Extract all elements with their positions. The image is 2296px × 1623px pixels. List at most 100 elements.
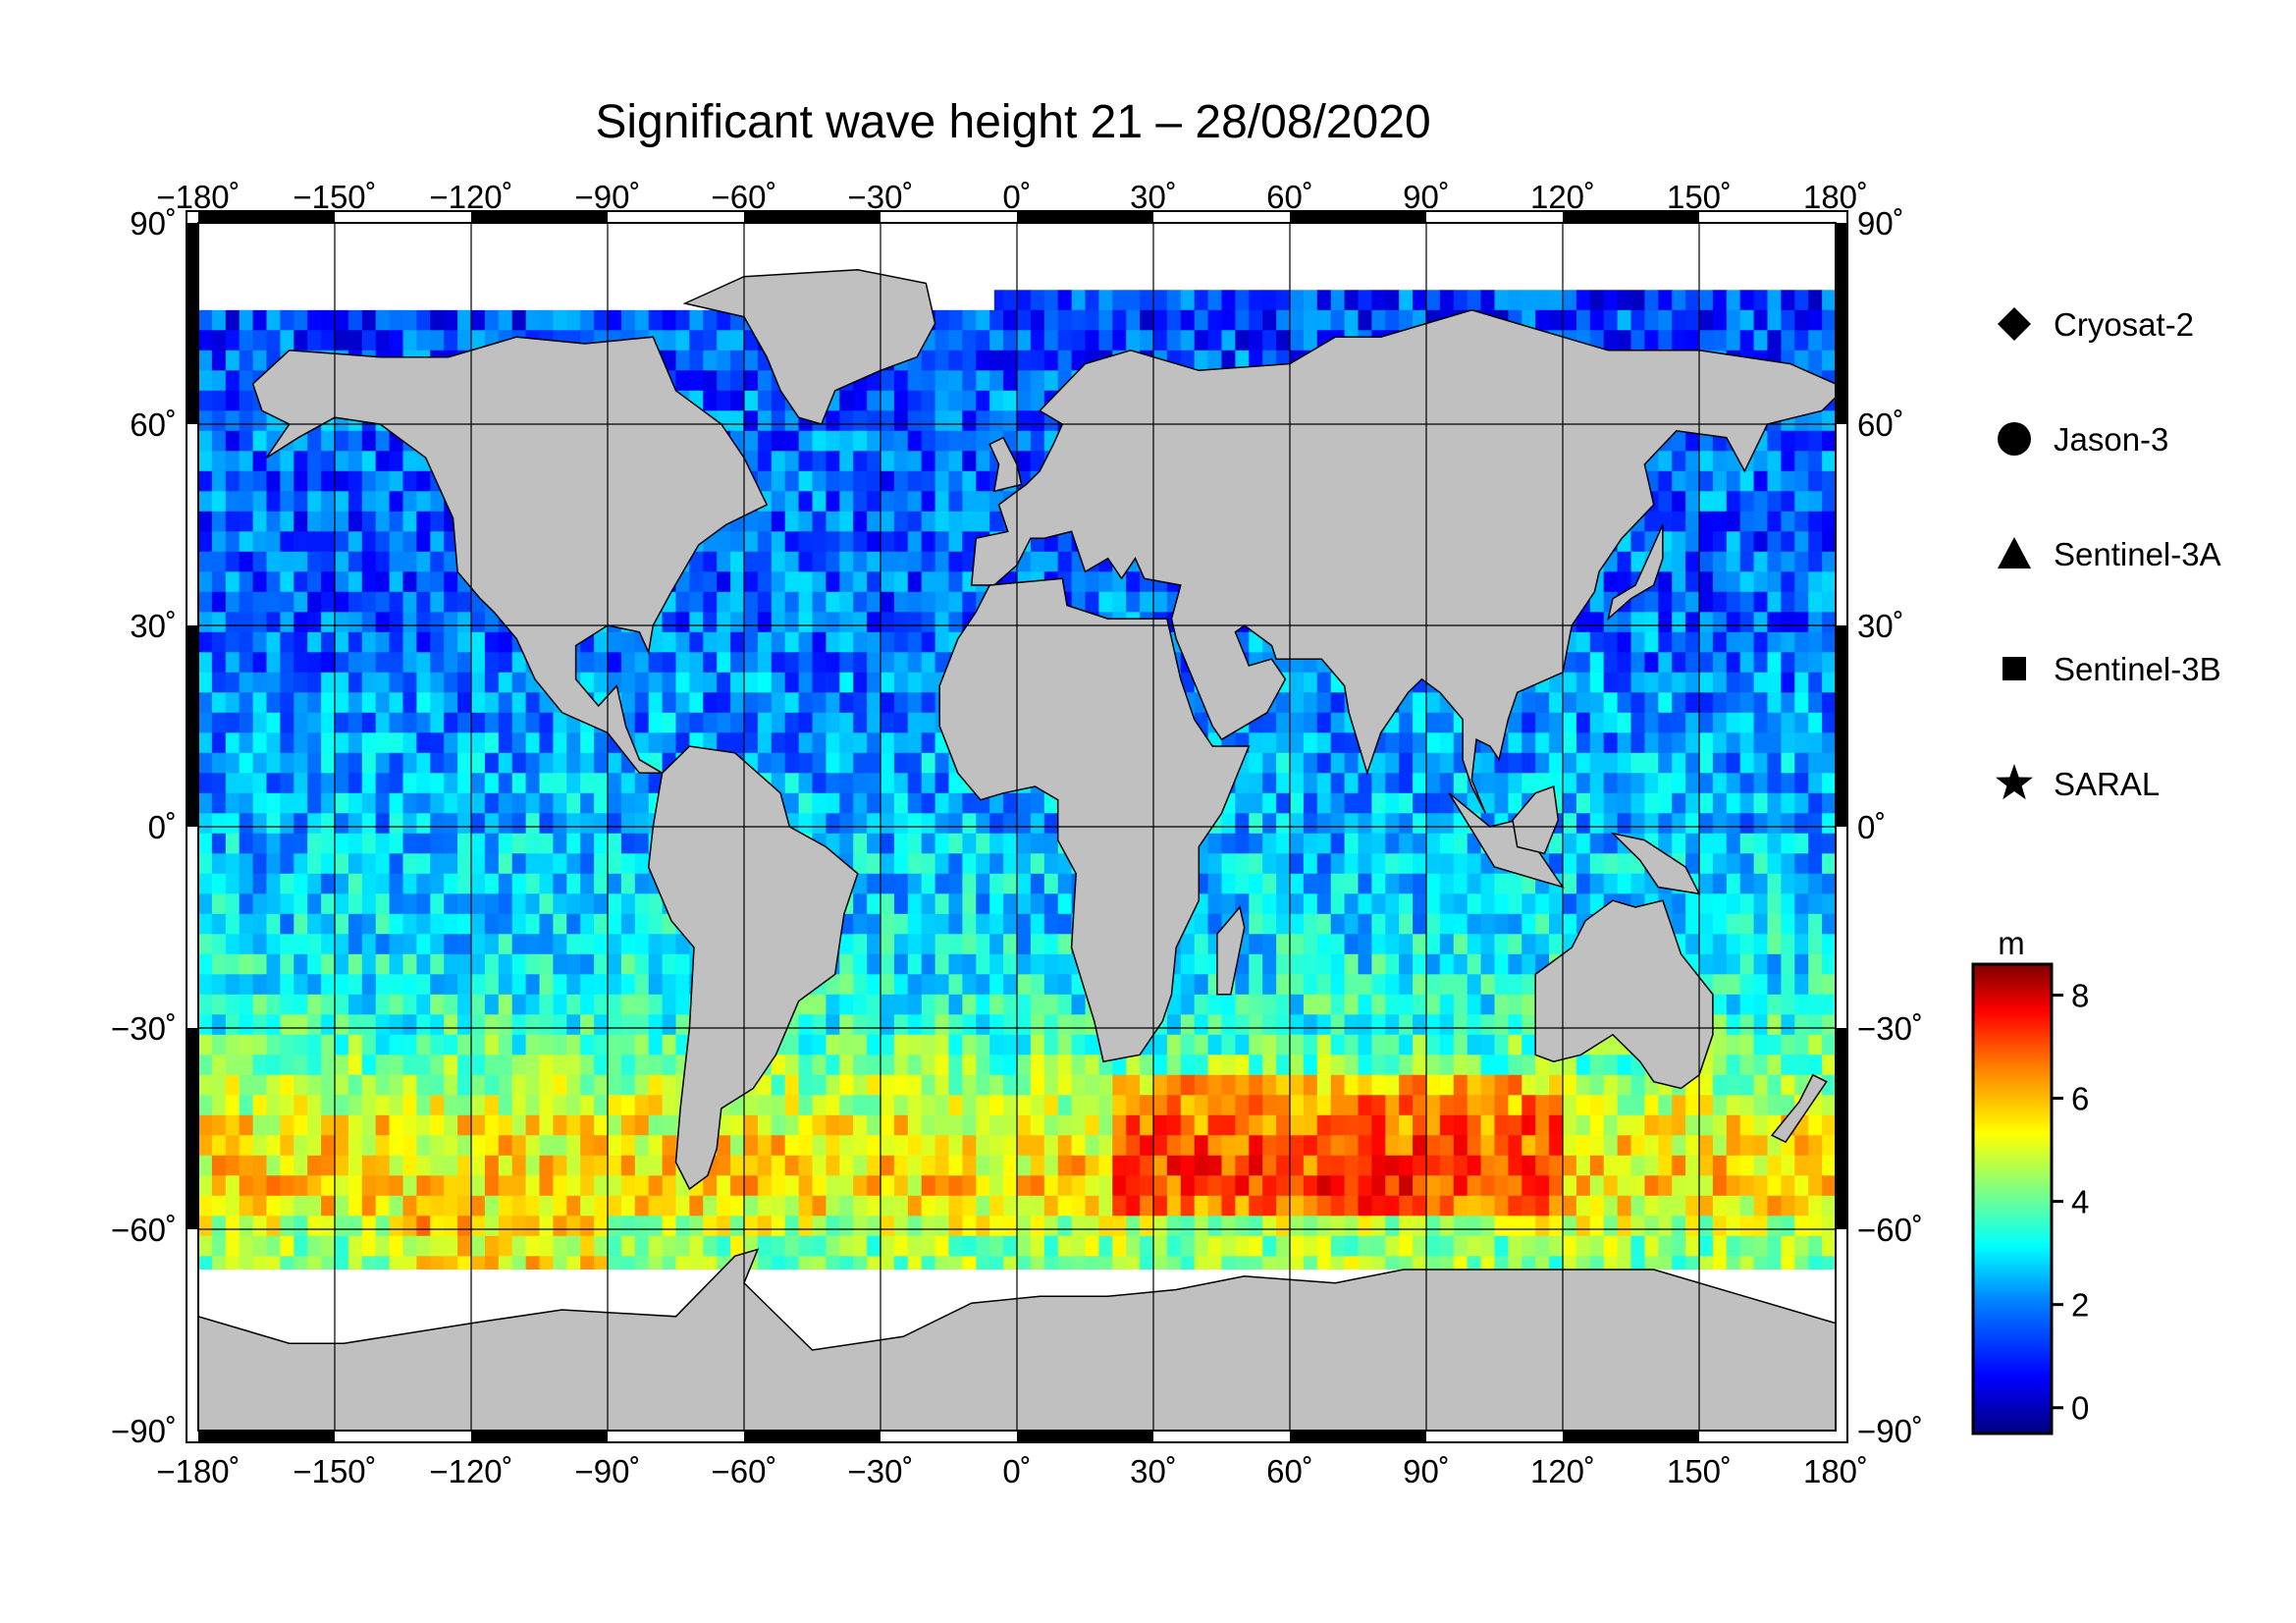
- wave-height-cell: [881, 631, 895, 653]
- wave-height-cell: [457, 591, 472, 613]
- wave-height-cell: [1358, 913, 1372, 935]
- wave-height-cell: [1508, 290, 1522, 311]
- wave-height-cell: [907, 873, 923, 894]
- wave-height-cell: [812, 511, 827, 532]
- wave-height-cell: [1672, 712, 1686, 733]
- wave-height-cell: [402, 813, 417, 835]
- wave-height-cell: [335, 430, 349, 452]
- wave-height-cell: [976, 350, 990, 371]
- wave-height-cell: [620, 853, 636, 875]
- wave-height-cell: [1221, 290, 1236, 311]
- wave-height-cell: [416, 612, 431, 633]
- wave-height-cell: [812, 430, 827, 452]
- wave-height-cell: [1085, 290, 1099, 311]
- wave-height-cell: [1589, 792, 1605, 814]
- wave-height-cell: [444, 672, 458, 693]
- wave-height-cell: [389, 752, 404, 774]
- wave-height-cell: [1085, 571, 1099, 593]
- wave-height-cell: [198, 813, 213, 835]
- wave-height-cell: [1822, 290, 1836, 311]
- wave-height-cell: [867, 571, 881, 593]
- wave-height-cell: [566, 732, 581, 754]
- wave-height-cell: [1017, 873, 1032, 894]
- wave-height-cell: [511, 833, 527, 854]
- wave-height-cell: [1262, 833, 1277, 854]
- wave-height-cell: [1303, 1055, 1318, 1076]
- wave-height-cell: [457, 893, 472, 915]
- wave-height-cell: [225, 1074, 240, 1096]
- wave-height-cell: [1207, 1114, 1223, 1136]
- wave-height-cell: [444, 853, 458, 875]
- wave-height-cell: [471, 953, 486, 975]
- wave-height-cell: [634, 934, 650, 955]
- wave-height-cell: [867, 1074, 881, 1096]
- wave-height-cell: [798, 1114, 814, 1136]
- wave-height-cell: [1194, 1034, 1209, 1055]
- wave-height-cell: [1344, 1014, 1360, 1036]
- wave-height-cell: [1726, 813, 1741, 835]
- wave-height-cell: [1290, 934, 1305, 955]
- wave-height-cell: [239, 853, 254, 875]
- wave-height-cell: [430, 994, 445, 1015]
- wave-height-cell: [1658, 792, 1673, 814]
- wave-height-cell: [1739, 672, 1755, 693]
- wave-height-cell: [771, 1055, 786, 1076]
- wave-height-cell: [1290, 873, 1305, 894]
- wave-height-cell: [962, 953, 977, 975]
- wave-height-cell: [1822, 833, 1836, 854]
- wave-height-cell: [730, 350, 745, 371]
- wave-height-cell: [839, 833, 854, 854]
- wave-height-cell: [1426, 893, 1441, 915]
- wave-height-cell: [1071, 571, 1087, 593]
- wave-height-cell: [1672, 330, 1686, 352]
- wave-height-cell: [784, 752, 800, 774]
- wave-height-cell: [1207, 913, 1223, 935]
- wave-height-cell: [1385, 913, 1400, 935]
- wave-height-cell: [525, 692, 541, 714]
- wave-height-cell: [798, 994, 814, 1015]
- wave-height-cell: [266, 833, 281, 854]
- wave-height-cell: [389, 913, 404, 935]
- wave-height-cell: [198, 410, 213, 432]
- wave-height-cell: [689, 652, 704, 674]
- wave-height-cell: [893, 813, 909, 835]
- wave-height-cell: [211, 470, 227, 492]
- wave-height-cell: [211, 893, 227, 915]
- wave-height-cell: [907, 1055, 923, 1076]
- wave-height-cell: [280, 672, 294, 693]
- wave-height-cell: [1399, 309, 1414, 331]
- wave-height-cell: [934, 833, 950, 854]
- wave-height-cell: [1453, 290, 1468, 311]
- wave-height-cell: [867, 994, 881, 1015]
- wave-height-cell: [1262, 712, 1277, 733]
- wave-height-cell: [853, 612, 868, 633]
- wave-height-cell: [853, 511, 868, 532]
- wave-height-cell: [1535, 290, 1550, 311]
- wave-height-cell: [580, 833, 595, 854]
- wave-height-cell: [1808, 833, 1823, 854]
- wave-height-cell: [280, 511, 294, 532]
- wave-height-cell: [1043, 1055, 1059, 1076]
- wave-height-cell: [1739, 833, 1755, 854]
- wave-height-cell: [784, 1055, 800, 1076]
- wave-height-cell: [1235, 833, 1250, 854]
- wave-height-cell: [498, 1074, 513, 1096]
- wave-height-cell: [1699, 672, 1714, 693]
- wave-height-cell: [1753, 913, 1769, 935]
- wave-height-cell: [294, 732, 308, 754]
- wave-height-cell: [1017, 853, 1032, 875]
- wave-height-cell: [730, 390, 745, 411]
- wave-height-cell: [280, 994, 294, 1015]
- wave-height-cell: [1808, 591, 1823, 613]
- wave-height-cell: [1439, 833, 1455, 854]
- wave-height-cell: [1017, 1114, 1032, 1136]
- wave-height-cell: [321, 813, 336, 835]
- wave-height-cell: [444, 712, 458, 733]
- wave-height-cell: [321, 591, 336, 613]
- wave-height-cell: [1235, 773, 1250, 794]
- wave-height-cell: [744, 732, 759, 754]
- wave-height-cell: [321, 752, 336, 774]
- wave-height-cell: [225, 792, 240, 814]
- wave-height-cell: [1426, 290, 1441, 311]
- wave-height-cell: [511, 792, 527, 814]
